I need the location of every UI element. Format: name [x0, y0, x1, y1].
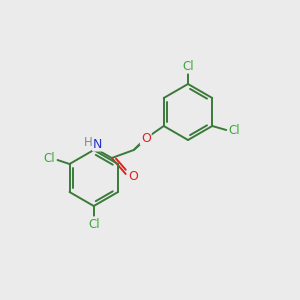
- Text: Cl: Cl: [228, 124, 240, 137]
- Text: O: O: [128, 170, 138, 184]
- Text: Cl: Cl: [182, 59, 194, 73]
- Text: H: H: [83, 136, 92, 148]
- Text: Cl: Cl: [44, 152, 55, 164]
- Text: N: N: [93, 137, 102, 151]
- Text: O: O: [141, 131, 151, 145]
- Text: Cl: Cl: [88, 218, 100, 230]
